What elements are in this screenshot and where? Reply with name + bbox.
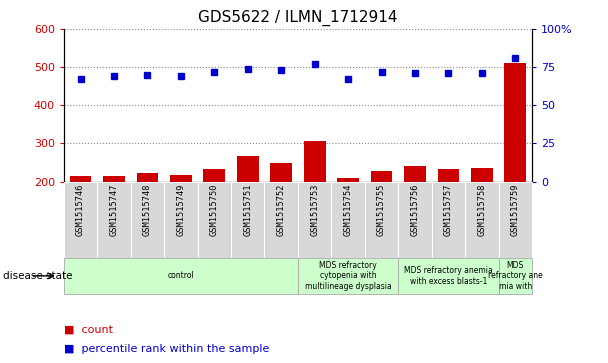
Bar xyxy=(70,176,91,182)
Bar xyxy=(64,182,97,258)
Text: GSM1515747: GSM1515747 xyxy=(109,184,119,236)
Bar xyxy=(499,258,532,294)
Bar xyxy=(264,182,298,258)
Text: ■  percentile rank within the sample: ■ percentile rank within the sample xyxy=(64,344,269,354)
Text: GSM1515752: GSM1515752 xyxy=(277,184,286,236)
Text: GSM1515759: GSM1515759 xyxy=(511,184,520,236)
Text: disease state: disease state xyxy=(3,271,72,281)
Bar xyxy=(204,169,225,182)
Bar xyxy=(231,182,264,258)
Bar xyxy=(365,182,398,258)
Text: GSM1515755: GSM1515755 xyxy=(377,184,386,236)
Bar xyxy=(237,156,258,182)
Bar xyxy=(505,63,526,182)
Text: GSM1515750: GSM1515750 xyxy=(210,184,219,236)
Text: GSM1515746: GSM1515746 xyxy=(76,184,85,236)
Bar xyxy=(137,173,158,182)
Bar xyxy=(331,182,365,258)
Text: MDS
refractory ane
mia with: MDS refractory ane mia with xyxy=(488,261,543,291)
Bar xyxy=(103,176,125,182)
Bar xyxy=(398,258,499,294)
Text: GSM1515758: GSM1515758 xyxy=(477,184,486,236)
Text: GSM1515751: GSM1515751 xyxy=(243,184,252,236)
Bar xyxy=(337,178,359,182)
Bar xyxy=(404,166,426,182)
Text: GSM1515756: GSM1515756 xyxy=(410,184,420,236)
Bar xyxy=(371,171,392,182)
Bar xyxy=(170,175,192,182)
Text: GSM1515754: GSM1515754 xyxy=(344,184,353,236)
Bar xyxy=(471,168,492,182)
Text: GSM1515753: GSM1515753 xyxy=(310,184,319,236)
Text: GSM1515757: GSM1515757 xyxy=(444,184,453,236)
Text: ■  count: ■ count xyxy=(64,325,113,334)
Bar xyxy=(304,142,325,182)
Text: MDS refractory
cytopenia with
multilineage dysplasia: MDS refractory cytopenia with multilinea… xyxy=(305,261,392,291)
Text: GSM1515748: GSM1515748 xyxy=(143,184,152,236)
Bar xyxy=(465,182,499,258)
Text: GSM1515749: GSM1515749 xyxy=(176,184,185,236)
Bar xyxy=(438,169,459,182)
Text: control: control xyxy=(168,272,194,280)
Bar xyxy=(164,182,198,258)
Text: MDS refractory anemia
with excess blasts-1: MDS refractory anemia with excess blasts… xyxy=(404,266,492,286)
Bar xyxy=(298,258,398,294)
Bar xyxy=(271,163,292,182)
Bar xyxy=(64,258,298,294)
Bar xyxy=(198,182,231,258)
Title: GDS5622 / ILMN_1712914: GDS5622 / ILMN_1712914 xyxy=(198,10,398,26)
Bar xyxy=(432,182,465,258)
Bar xyxy=(398,182,432,258)
Bar xyxy=(298,182,331,258)
Bar xyxy=(131,182,164,258)
Bar xyxy=(97,182,131,258)
Bar xyxy=(499,182,532,258)
